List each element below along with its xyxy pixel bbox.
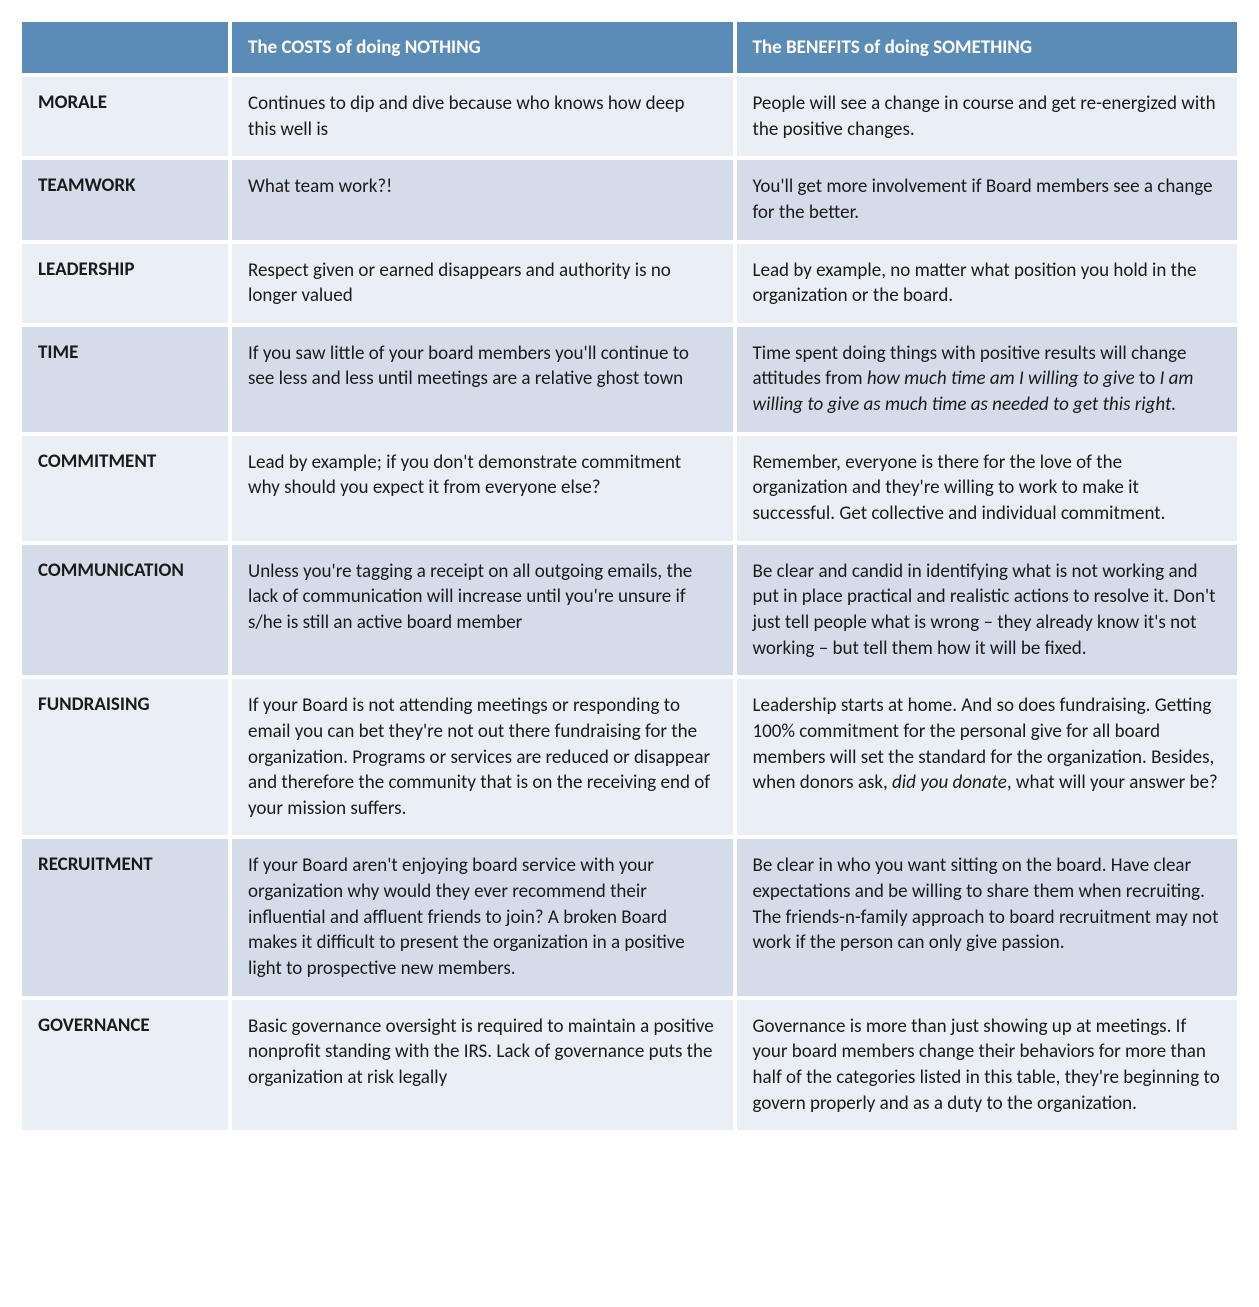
cell-costs: If your Board aren't enjoying board serv… — [230, 837, 735, 997]
table-header-row: The COSTS of doing NOTHING The BENEFITS … — [20, 20, 1239, 75]
cell-costs: Lead by example; if you don't demonstrat… — [230, 434, 735, 543]
table-row: COMMUNICATIONUnless you're tagging a rec… — [20, 543, 1239, 678]
cell-benefits: People will see a change in course and g… — [735, 75, 1240, 158]
row-label: RECRUITMENT — [20, 837, 230, 997]
row-label: FUNDRAISING — [20, 677, 230, 837]
cell-benefits: Leadership starts at home. And so does f… — [735, 677, 1240, 837]
cell-benefits: Governance is more than just showing up … — [735, 998, 1240, 1133]
table-row: TEAMWORKWhat team work?!You'll get more … — [20, 158, 1239, 241]
row-label: TEAMWORK — [20, 158, 230, 241]
table-row: MORALEContinues to dip and dive because … — [20, 75, 1239, 158]
table-row: GOVERNANCEBasic governance oversight is … — [20, 998, 1239, 1133]
cell-costs: Respect given or earned disappears and a… — [230, 242, 735, 325]
cell-costs: Basic governance oversight is required t… — [230, 998, 735, 1133]
cell-benefits: Be clear in who you want sitting on the … — [735, 837, 1240, 997]
table-row: RECRUITMENTIf your Board aren't enjoying… — [20, 837, 1239, 997]
cell-costs: Continues to dip and dive because who kn… — [230, 75, 735, 158]
table-row: LEADERSHIPRespect given or earned disapp… — [20, 242, 1239, 325]
cell-costs: What team work?! — [230, 158, 735, 241]
table-row: TIMEIf you saw little of your board memb… — [20, 325, 1239, 434]
table-row: FUNDRAISINGIf your Board is not attendin… — [20, 677, 1239, 837]
cell-costs: Unless you're tagging a receipt on all o… — [230, 543, 735, 678]
cell-benefits: Remember, everyone is there for the love… — [735, 434, 1240, 543]
cell-costs: If you saw little of your board members … — [230, 325, 735, 434]
row-label: COMMUNICATION — [20, 543, 230, 678]
row-label: MORALE — [20, 75, 230, 158]
table-body: MORALEContinues to dip and dive because … — [20, 75, 1239, 1132]
row-label: COMMITMENT — [20, 434, 230, 543]
header-costs: The COSTS of doing NOTHING — [230, 20, 735, 75]
header-empty — [20, 20, 230, 75]
cell-benefits: Time spent doing things with positive re… — [735, 325, 1240, 434]
row-label: LEADERSHIP — [20, 242, 230, 325]
row-label: GOVERNANCE — [20, 998, 230, 1133]
cell-costs: If your Board is not attending meetings … — [230, 677, 735, 837]
table-row: COMMITMENTLead by example; if you don't … — [20, 434, 1239, 543]
cell-benefits: You'll get more involvement if Board mem… — [735, 158, 1240, 241]
cell-benefits: Be clear and candid in identifying what … — [735, 543, 1240, 678]
row-label: TIME — [20, 325, 230, 434]
comparison-table: The COSTS of doing NOTHING The BENEFITS … — [20, 20, 1239, 1132]
cell-benefits: Lead by example, no matter what position… — [735, 242, 1240, 325]
header-benefits: The BENEFITS of doing SOMETHING — [735, 20, 1240, 75]
